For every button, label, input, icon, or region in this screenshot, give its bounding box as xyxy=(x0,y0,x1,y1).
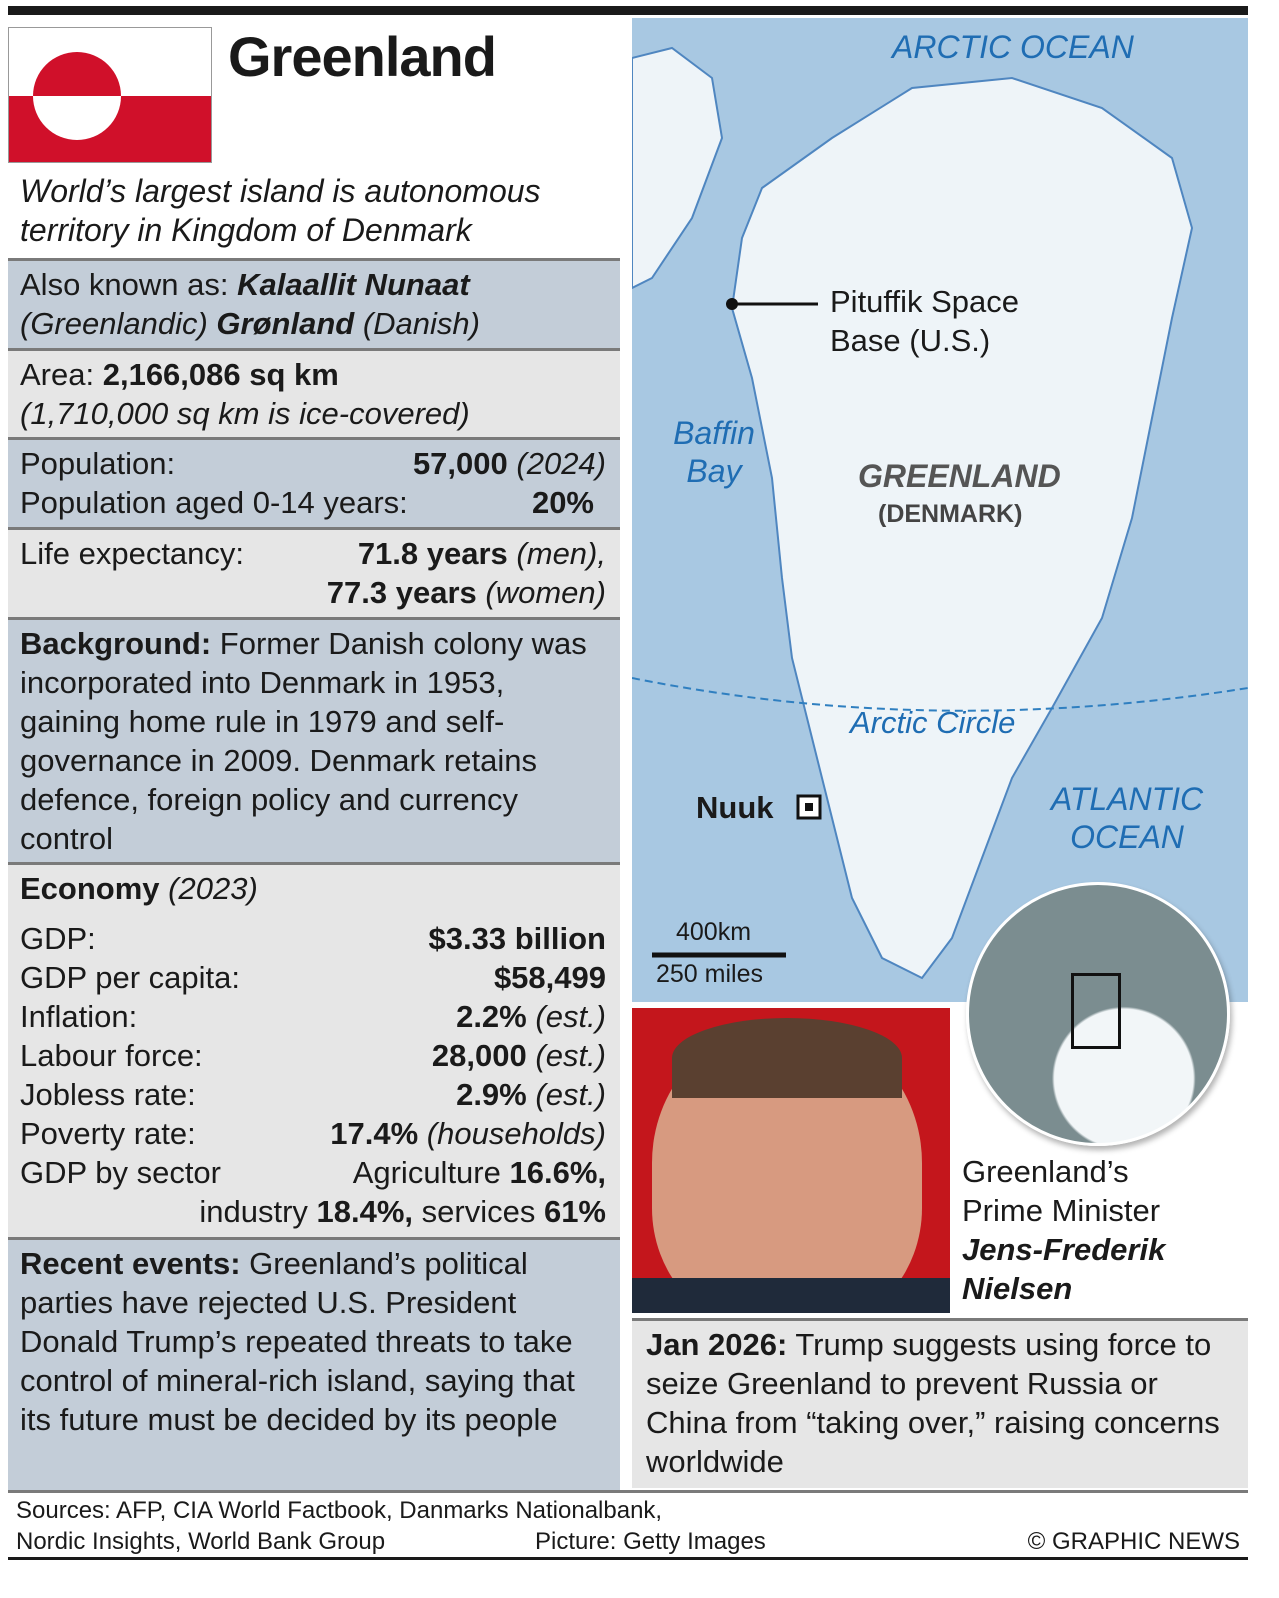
area-note: (1,710,000 sq km is ice-covered) xyxy=(20,396,470,431)
caption-line2: Prime Minister xyxy=(962,1193,1161,1228)
agri-value: 16.6%, xyxy=(509,1155,606,1190)
caption-line1: Greenland’s xyxy=(962,1154,1129,1189)
locator-box xyxy=(1071,973,1121,1049)
greenland-flag xyxy=(8,27,212,163)
economy-row: GDP per capita: $58,499 xyxy=(20,958,606,997)
page-title: Greenland xyxy=(228,25,497,88)
label-denmark: (DENMARK) xyxy=(878,500,1023,528)
economy-row: Labour force: 28,000 (est.) xyxy=(20,1036,606,1075)
economy-row-value: 2.9% xyxy=(456,1077,527,1112)
background-text: Former Danish colony was incorporated in… xyxy=(20,626,587,856)
area-value: 2,166,086 sq km xyxy=(102,357,339,392)
economy-row-note: (est.) xyxy=(535,1038,606,1073)
economy-label: Economy xyxy=(20,871,160,906)
sector-label: GDP by sector xyxy=(20,1155,222,1190)
life-women-value: 77.3 years xyxy=(326,575,477,610)
services-value: 61% xyxy=(543,1194,606,1229)
industry-label: industry xyxy=(199,1194,317,1229)
label-greenland: GREENLAND xyxy=(858,458,1061,494)
events-text: Trump suggests using force to seize Gree… xyxy=(646,1327,1220,1479)
label-atlantic-ocean: ATLANTIC OCEAN xyxy=(1050,781,1204,855)
aka-lang1: (Greenlandic) xyxy=(20,306,217,341)
label-pituffik: Pituffik Space Base (U.S.) xyxy=(830,284,1019,358)
pm-caption: Greenland’s Prime Minister Jens-Frederik… xyxy=(962,1152,1165,1308)
label-baffin-bay: Baffin Bay xyxy=(673,415,755,489)
recent-section: Recent events: Greenland’s political par… xyxy=(8,1237,620,1490)
economy-row-label: GDP: xyxy=(20,921,96,956)
economy-row-value: $3.33 billion xyxy=(428,921,606,956)
economy-row-note: (est.) xyxy=(535,1077,606,1112)
life-men: (men), xyxy=(516,536,606,571)
population-label: Population: xyxy=(20,446,176,481)
economy-row-label: Labour force: xyxy=(20,1038,203,1073)
economy-row: Poverty rate: 17.4% (households) xyxy=(20,1114,606,1153)
life-women: (women) xyxy=(485,575,606,610)
economy-row-note: (est.) xyxy=(535,999,606,1034)
greenland-landmass xyxy=(730,76,1194,980)
pm-name-first: Jens-Frederik xyxy=(962,1232,1166,1267)
economy-row: Inflation: 2.2% (est.) xyxy=(20,997,606,1036)
events-date: Jan 2026: xyxy=(646,1327,788,1362)
sources-line2: Nordic Insights, World Bank Group xyxy=(16,1528,386,1555)
subtitle: World’s largest island is autonomous ter… xyxy=(20,173,541,248)
pituffik-dot xyxy=(726,298,738,310)
economy-row-note: (households) xyxy=(426,1116,606,1151)
top-rule xyxy=(8,6,1248,15)
services-label: services xyxy=(413,1194,544,1229)
life-label: Life expectancy: xyxy=(20,536,245,571)
greenland-map: ARCTIC OCEAN Baffin Bay ATLANTIC OCEAN A… xyxy=(632,18,1248,1002)
agri-label: Agriculture xyxy=(352,1155,510,1190)
young-value: 20% xyxy=(531,485,594,520)
economy-row-label: GDP per capita: xyxy=(20,960,240,995)
ellesmere-island xyxy=(632,46,724,290)
economy-row-value: 17.4% xyxy=(330,1116,419,1151)
arctic-circle-line xyxy=(632,677,1248,712)
aka-lang2: (Danish) xyxy=(354,306,480,341)
economy-row: Jobless rate: 2.9% (est.) xyxy=(20,1075,606,1114)
aka-name-danish: Grønland xyxy=(216,306,355,341)
life-men-value: 71.8 years xyxy=(357,536,508,571)
map-graphic xyxy=(632,46,1248,980)
picture-credit: Picture: Getty Images xyxy=(535,1528,766,1555)
aka-label: Also known as: xyxy=(20,267,238,302)
economy-row-label: Inflation: xyxy=(20,999,138,1034)
economy-year: (2023) xyxy=(168,871,258,906)
area-label: Area: xyxy=(20,357,103,392)
economy-row-value: 28,000 xyxy=(431,1038,527,1073)
life-section: Life expectancy: 71.8 years (men), 77.3 y… xyxy=(8,527,620,619)
young-label: Population aged 0-14 years: xyxy=(20,485,408,520)
recent-text: Greenland’s political parties have rejec… xyxy=(20,1246,575,1437)
sources-line1: Sources: AFP, CIA World Factbook, Danmar… xyxy=(16,1497,663,1524)
economy-row-value: 2.2% xyxy=(456,999,527,1034)
aka-section: Also known as: Kalaallit Nunaat (Greenla… xyxy=(8,258,620,350)
economy-row: GDP: $3.33 billion xyxy=(20,919,606,958)
copyright: © GRAPHIC NEWS xyxy=(1027,1528,1240,1555)
aka-name-greenlandic: Kalaallit Nunaat xyxy=(237,267,470,302)
footer: Sources: AFP, CIA World Factbook, Danmar… xyxy=(8,1490,1248,1560)
industry-value: 18.4%, xyxy=(316,1194,414,1229)
population-value: 57,000 xyxy=(412,446,508,481)
population-section: Population: 57,000 (2024) Population aged… xyxy=(8,437,620,529)
population-year: (2024) xyxy=(516,446,606,481)
pm-name-last: Nielsen xyxy=(962,1271,1073,1306)
recent-label: Recent events: xyxy=(20,1246,241,1281)
events-box: Jan 2026: Trump suggests using force to … xyxy=(632,1318,1248,1488)
globe-locator xyxy=(966,882,1230,1146)
label-arctic-circle: Arctic Circle xyxy=(850,705,1016,740)
economy-row-label: Jobless rate: xyxy=(20,1077,196,1112)
label-nuuk: Nuuk xyxy=(696,790,774,825)
area-section: Area: 2,166,086 sq km (1,710,000 sq km i… xyxy=(8,348,620,439)
economy-section: Economy (2023) GDP: $3.33 billion GDP per … xyxy=(8,862,620,1239)
economy-row-label: Poverty rate: xyxy=(20,1116,196,1151)
prime-minister-photo xyxy=(632,1008,950,1313)
scale-km: 400km xyxy=(676,918,752,946)
background-label: Background: xyxy=(20,626,212,661)
background-section: Background: Former Danish colony was inc… xyxy=(8,617,620,864)
scale-miles: 250 miles xyxy=(656,960,763,988)
label-arctic-ocean: ARCTIC OCEAN xyxy=(892,29,1134,65)
economy-row-value: $58,499 xyxy=(493,960,606,995)
